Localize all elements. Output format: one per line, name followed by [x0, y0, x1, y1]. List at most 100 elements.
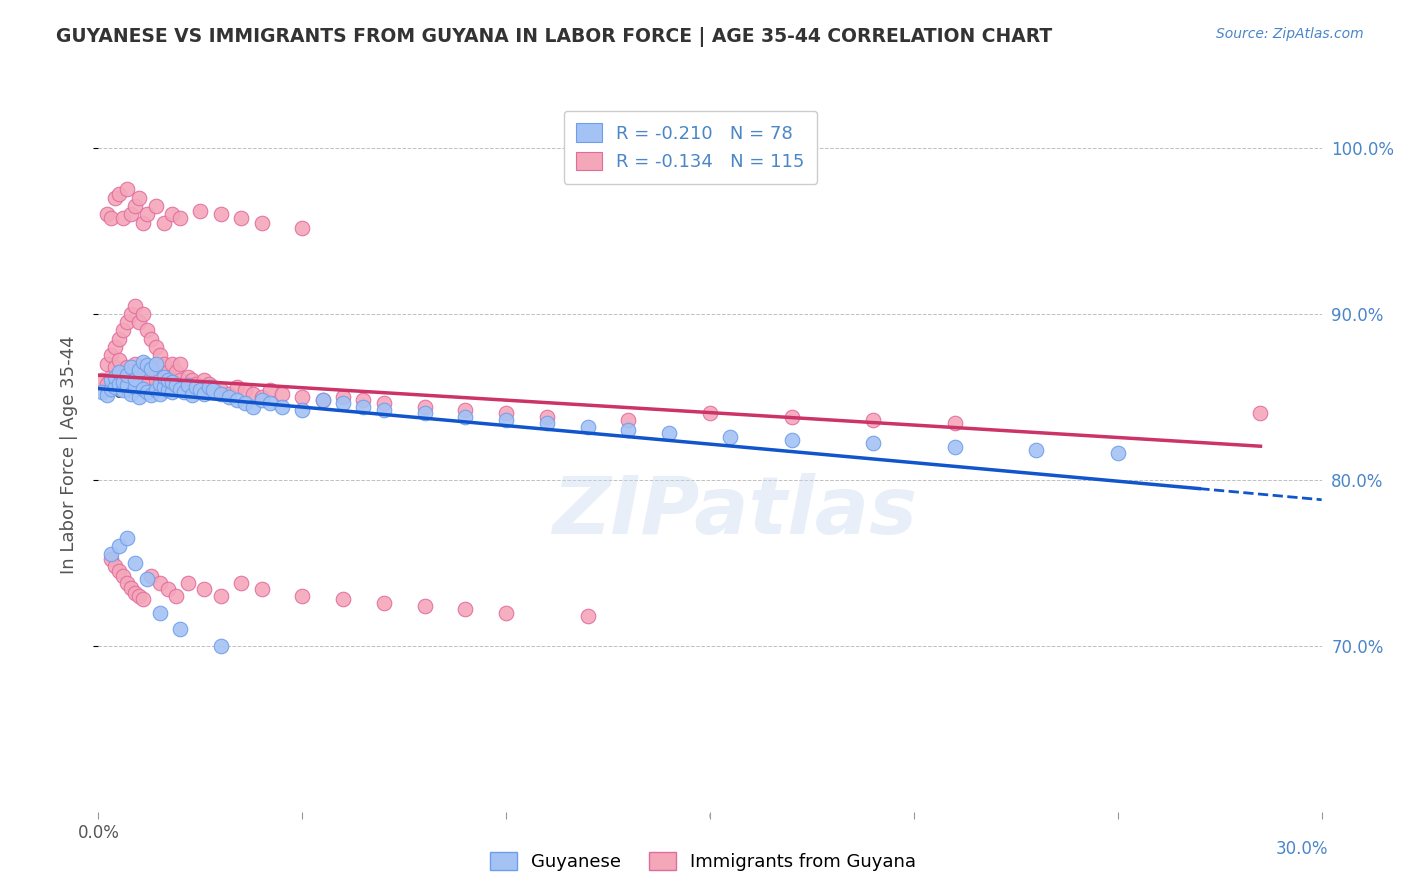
- Point: [209, 589, 232, 603]
- Point: [156, 365, 179, 379]
- Point: [120, 359, 142, 374]
- Point: [120, 307, 142, 321]
- Point: [720, 430, 742, 444]
- Point: [136, 207, 159, 221]
- Point: [312, 393, 335, 408]
- Point: [233, 383, 256, 397]
- Point: [188, 383, 212, 397]
- Point: [160, 357, 183, 371]
- Point: [111, 383, 134, 397]
- Point: [104, 370, 127, 384]
- Point: [218, 386, 240, 401]
- Point: [91, 384, 114, 399]
- Point: [128, 315, 150, 329]
- Point: [250, 390, 273, 404]
- Point: [291, 589, 314, 603]
- Point: [108, 376, 131, 391]
- Point: [145, 383, 167, 397]
- Point: [209, 386, 232, 401]
- Point: [152, 216, 174, 230]
- Point: [132, 216, 155, 230]
- Point: [152, 380, 174, 394]
- Text: GUYANESE VS IMMIGRANTS FROM GUYANA IN LABOR FORCE | AGE 35-44 CORRELATION CHART: GUYANESE VS IMMIGRANTS FROM GUYANA IN LA…: [56, 27, 1053, 46]
- Point: [100, 211, 122, 225]
- Point: [141, 361, 163, 376]
- Point: [259, 383, 281, 397]
- Point: [160, 373, 183, 387]
- Point: [104, 340, 127, 354]
- Point: [124, 380, 146, 394]
- Point: [111, 569, 134, 583]
- Point: [111, 323, 134, 337]
- Point: [149, 386, 172, 401]
- Point: [136, 370, 159, 384]
- Point: [149, 575, 172, 590]
- Point: [373, 403, 395, 417]
- Point: [352, 393, 374, 408]
- Point: [152, 370, 174, 384]
- Point: [454, 602, 477, 616]
- Point: [250, 393, 273, 408]
- Point: [165, 589, 187, 603]
- Point: [120, 365, 142, 379]
- Point: [193, 582, 215, 597]
- Point: [413, 599, 436, 613]
- Point: [128, 390, 150, 404]
- Point: [104, 380, 127, 394]
- Point: [115, 368, 138, 383]
- Point: [156, 383, 179, 397]
- Point: [104, 191, 127, 205]
- Point: [270, 386, 294, 401]
- Point: [115, 359, 138, 374]
- Point: [193, 386, 215, 401]
- Point: [132, 365, 155, 379]
- Point: [115, 378, 138, 392]
- Point: [165, 365, 187, 379]
- Point: [201, 383, 224, 397]
- Point: [617, 413, 640, 427]
- Point: [96, 376, 118, 391]
- Point: [250, 582, 273, 597]
- Point: [124, 585, 146, 599]
- Text: 30.0%: 30.0%: [1277, 840, 1329, 858]
- Point: [413, 406, 436, 420]
- Point: [128, 363, 150, 377]
- Point: [156, 370, 179, 384]
- Point: [152, 376, 174, 391]
- Point: [136, 573, 159, 587]
- Point: [165, 376, 187, 391]
- Point: [699, 406, 721, 420]
- Point: [141, 359, 163, 374]
- Point: [124, 299, 146, 313]
- Point: [108, 539, 131, 553]
- Point: [291, 220, 314, 235]
- Point: [536, 417, 558, 431]
- Point: [352, 400, 374, 414]
- Point: [188, 204, 212, 219]
- Point: [128, 191, 150, 205]
- Point: [111, 375, 134, 389]
- Point: [100, 382, 122, 396]
- Point: [136, 384, 159, 399]
- Point: [169, 382, 191, 396]
- Point: [495, 606, 517, 620]
- Text: ZIPatlas: ZIPatlas: [553, 473, 917, 551]
- Point: [780, 433, 803, 447]
- Point: [186, 376, 208, 391]
- Point: [100, 348, 122, 362]
- Point: [201, 380, 224, 394]
- Point: [120, 207, 142, 221]
- Point: [141, 332, 163, 346]
- Point: [96, 388, 118, 402]
- Point: [332, 396, 354, 410]
- Point: [218, 390, 240, 404]
- Point: [132, 592, 155, 607]
- Point: [169, 357, 191, 371]
- Point: [454, 403, 477, 417]
- Point: [780, 409, 803, 424]
- Point: [197, 380, 219, 394]
- Point: [231, 211, 253, 225]
- Point: [242, 400, 264, 414]
- Point: [413, 400, 436, 414]
- Point: [177, 370, 200, 384]
